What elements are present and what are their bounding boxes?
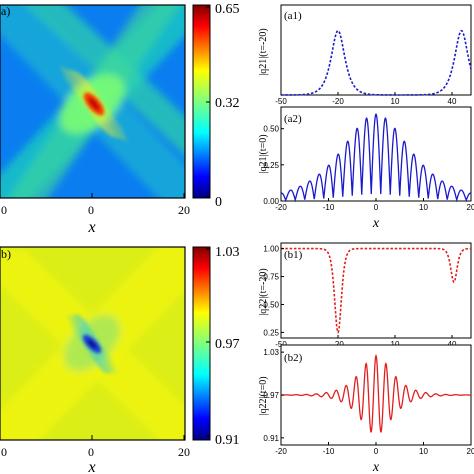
- panel-b2: (b2) |q22|(t=0) -20 -10 0 10 201.030.970.91 …: [258, 344, 474, 474]
- colorbar-a-tick-max: 0.65: [215, 2, 240, 17]
- colorbar-b-tick-min: 0.91: [215, 433, 240, 448]
- panel-a1-label: (a1): [284, 10, 302, 22]
- colorbar-a-tick-mid: 0.32: [215, 96, 240, 111]
- panel-a1-ylabel: |q21|(t=-20): [258, 28, 269, 75]
- panel-a1-xtick-label: -50: [275, 97, 287, 106]
- heatmap-a: a) 0 0 20 x: [0, 4, 190, 236]
- heatmap-a-fringe: [100, 99, 117, 139]
- heatmap-b-fringe: [67, 314, 76, 332]
- panel-b1-ylabel: |q22|(t=-20): [258, 268, 269, 315]
- heatmap-a-fringe: [69, 69, 84, 103]
- heatmap-a-fringe: [112, 115, 123, 140]
- heatmap-a-fringe: [104, 105, 119, 139]
- heatmap-b-xlabel: x: [87, 459, 95, 474]
- heatmap-b-fringe: [71, 315, 84, 344]
- heatmap-b-fringe: [105, 350, 115, 373]
- panel-b1-ytick-label: 0.50: [263, 300, 279, 309]
- panel-a1-frame: [280, 4, 472, 96]
- panel-a2-ytick-label: 0.50: [263, 125, 279, 134]
- panel-a2-xtick-label: 10: [419, 203, 428, 212]
- panel-b2-ytick-label: 0.97: [263, 391, 279, 400]
- panel-a2-xtick-label: -20: [275, 203, 287, 212]
- panel-a2-frame: [280, 106, 472, 202]
- panel-b1-label: (b1): [284, 249, 303, 261]
- panel-a1-xtick-label: 40: [448, 97, 457, 106]
- panel-b2-xtick-label: -10: [323, 447, 335, 456]
- heatmap-b-fringe: [108, 356, 117, 374]
- panel-a1-xtick-label: 10: [391, 97, 400, 106]
- heatmap-a-fringe: [97, 94, 115, 138]
- panel-a2-xtick-label: -10: [323, 203, 335, 212]
- panel-b2-xtick-label: 20: [467, 447, 474, 456]
- heatmap-a-fringe: [65, 68, 76, 93]
- heatmap-a-xtick-0: 0: [1, 203, 7, 217]
- heatmap-b-xtick-2: 20: [178, 445, 190, 459]
- panel-a2-xtick-label: 0: [374, 203, 379, 212]
- heatmap-a-fringe: [116, 120, 126, 141]
- panel-a2-curve: [280, 113, 472, 203]
- colorbar-a-tick-min: 0: [215, 195, 222, 210]
- panel-b2-xlabel: x: [372, 460, 380, 474]
- colorbar-b-tick-mid: 0.97: [215, 337, 240, 352]
- heatmap-b-xtick-0: 0: [1, 445, 7, 459]
- panel-a2-xlabel: x: [372, 216, 380, 231]
- colorbar-a: 0.65 0.32 0: [192, 2, 240, 210]
- heatmap-b-fringe: [100, 344, 113, 373]
- heatmap-b-fringe: [74, 314, 92, 357]
- panel-a2-ytick-label: 0.25: [263, 161, 279, 170]
- panel-b1: (b1) |q22|(t=-20) -50-2010401.000.750.50…: [258, 242, 472, 349]
- panel-b2-label: (b2): [284, 352, 303, 364]
- heatmap-a-fringe: [73, 70, 91, 114]
- heatmap-a-xtick-1: 0: [88, 203, 94, 217]
- panel-b1-curve: [281, 247, 471, 334]
- panel-b2-ylabel: |q22|(t=0): [258, 376, 269, 415]
- heatmap-a-fringes: [60, 65, 128, 143]
- panel-a1-xtick-label: -20: [332, 97, 344, 106]
- colorbar-b: 1.03 0.97 0.91: [192, 245, 240, 448]
- heatmap-b-xtick-1: 0: [88, 445, 94, 459]
- panel-b1-frame: [280, 242, 472, 339]
- panel-a2-ylabel: |q21|(t=0): [258, 134, 269, 173]
- panel-a2-label: (a2): [284, 113, 302, 125]
- panel-b2-xtick-label: 0: [374, 447, 379, 456]
- heatmap-b-fringe: [69, 315, 79, 338]
- heatmap-b-fringe: [92, 331, 110, 374]
- heatmap-a-fringe: [71, 69, 88, 109]
- heatmap-a-xtick-2: 20: [178, 203, 190, 217]
- panel-a2-xtick-label: 20: [467, 203, 474, 212]
- panel-b1-ytick-label: 0.75: [263, 273, 279, 282]
- panel-b2-ytick-label: 1.03: [263, 348, 279, 357]
- panel-b2-xtick-label: 10: [419, 447, 428, 456]
- panel-b2-ytick-label: 0.91: [263, 434, 279, 443]
- panel-b2-xtick-label: -20: [275, 447, 287, 456]
- panel-a2: (a2) |q21|(t=0) -20 -10 0 10 200.000.250.50 …: [258, 106, 474, 231]
- heatmap-b-fringe: [96, 338, 112, 374]
- heatmap-a-xlabel: x: [87, 219, 95, 236]
- panel-a1: (a1) |q21|(t=-20) -50 -20 10 40: [258, 4, 472, 106]
- heatmap-a-fringe: [108, 110, 121, 140]
- colorbar-b-gradient: [192, 246, 211, 441]
- panel-b1-ytick-label: 1.00: [263, 245, 279, 254]
- heatmap-a-fringe: [119, 125, 128, 143]
- heatmap-b: b) 0 0 20 x: [0, 246, 190, 474]
- heatmap-a-fringe: [67, 68, 80, 98]
- heatmap-b-panel-label: b): [1, 247, 11, 261]
- panel-a2-ytick-label: 0.00: [263, 197, 279, 206]
- heatmap-a-fringe: [60, 65, 69, 83]
- panel-b1-ytick-label: 0.25: [263, 328, 279, 337]
- colorbar-b-tick-max: 1.03: [215, 245, 240, 260]
- panel-a1-curve: [281, 29, 472, 96]
- panel-b2-curve: [281, 353, 471, 433]
- heatmap-b-fringe: [72, 314, 88, 350]
- heatmap-a-panel-label: a): [1, 4, 10, 18]
- heatmap-a-fringe: [62, 67, 72, 88]
